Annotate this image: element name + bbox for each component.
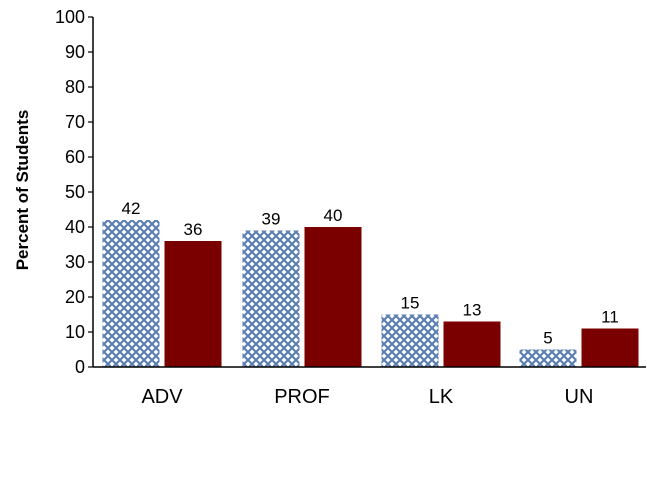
- bar-adv-series-1: [102, 220, 160, 367]
- bars-group: 42 36 39 40 15 13 5 11: [102, 199, 639, 367]
- bar-adv-series-2: [164, 241, 222, 367]
- data-label: 5: [543, 329, 552, 348]
- bar-prof-series-2: [304, 227, 362, 367]
- x-tick-label-lk: LK: [429, 386, 454, 408]
- bar-prof-series-1: [242, 230, 300, 367]
- data-label: 40: [324, 206, 343, 225]
- y-tick-label: 90: [65, 42, 85, 62]
- x-tick-label-prof: PROF: [274, 386, 330, 408]
- y-tick-label: 50: [65, 182, 85, 202]
- x-axis: ADV PROF LK UN: [93, 366, 646, 408]
- bar-lk-series-1: [381, 314, 439, 367]
- x-tick-label-adv: ADV: [141, 386, 183, 408]
- data-label: 36: [184, 220, 203, 239]
- bar-un-series-1: [519, 349, 577, 367]
- data-label: 13: [463, 301, 482, 320]
- bar-lk-series-2: [443, 321, 501, 367]
- x-tick-label-un: UN: [565, 386, 594, 408]
- y-tick-label: 40: [65, 217, 85, 237]
- data-label: 42: [122, 199, 141, 218]
- y-tick-label: 0: [75, 357, 85, 377]
- y-axis-label: Percent of Students: [13, 110, 32, 271]
- y-tick-label: 30: [65, 252, 85, 272]
- data-label: 15: [401, 294, 420, 313]
- y-tick-label: 20: [65, 287, 85, 307]
- y-tick-label: 70: [65, 112, 85, 132]
- y-tick-label: 80: [65, 77, 85, 97]
- data-label: 39: [262, 210, 281, 229]
- y-axis: 0 10 20 30 40 50 60 70 80 90 100: [55, 7, 94, 377]
- y-tick-label: 60: [65, 147, 85, 167]
- y-tick-label: 100: [55, 7, 85, 27]
- y-tick-label: 10: [65, 322, 85, 342]
- bar-un-series-2: [581, 328, 639, 367]
- data-label: 11: [601, 308, 619, 327]
